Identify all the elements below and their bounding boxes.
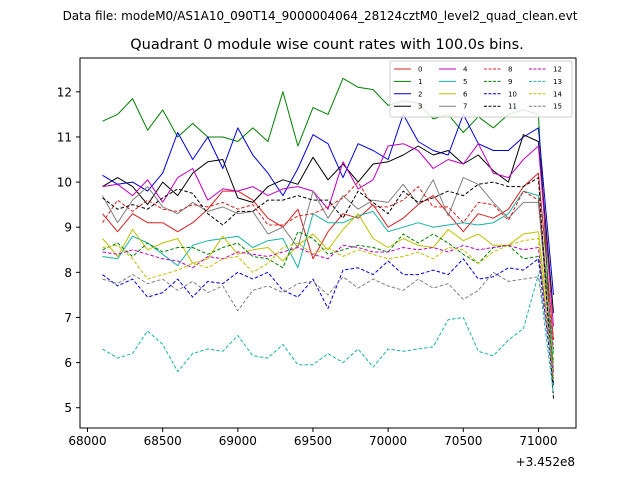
series-layer (102, 77, 554, 399)
y-tick-label: 12 (57, 85, 72, 99)
x-tick-label: 68000 (68, 434, 106, 448)
x-offset-text: +3.452e8 (516, 455, 575, 469)
x-tick-label: 70500 (444, 434, 482, 448)
legend-label-13: 13 (553, 78, 562, 86)
series-line-7 (102, 177, 554, 372)
y-tick-label: 7 (64, 311, 72, 325)
legend-label-6: 6 (463, 90, 468, 98)
legend-label-11: 11 (508, 103, 517, 111)
y-tick-label: 8 (64, 266, 72, 280)
series-line-14 (102, 238, 554, 381)
series-line-12 (102, 244, 554, 377)
series-line-6 (102, 213, 554, 363)
legend-label-10: 10 (508, 90, 517, 98)
legend-label-2: 2 (418, 90, 422, 98)
y-tick-label: 6 (64, 356, 72, 370)
legend-label-12: 12 (553, 66, 562, 74)
series-line-0 (102, 172, 554, 341)
x-tick-label: 70000 (369, 434, 407, 448)
ticks-layer: 68000 68500 69000 69500 70000 70500 71000 5 6 7 8 9… (57, 85, 558, 448)
y-tick-label: 10 (57, 176, 72, 190)
series-line-3 (102, 134, 554, 313)
legend-label-5: 5 (463, 78, 467, 86)
legend-label-0: 0 (418, 66, 422, 74)
legend-label-4: 4 (463, 66, 468, 74)
chart-title: Quadrant 0 module wise count rates with … (130, 37, 524, 53)
legend-label-7: 7 (463, 103, 467, 111)
legend-label-1: 1 (418, 78, 422, 86)
series-line-9 (102, 231, 554, 363)
series-line-2 (102, 113, 554, 295)
series-line-13 (102, 274, 554, 395)
legend-box (389, 60, 573, 118)
legend-label-9: 9 (508, 78, 512, 86)
y-tick-label: 11 (57, 130, 72, 144)
series-line-4 (102, 143, 554, 327)
x-tick-label: 71000 (519, 434, 557, 448)
series-line-10 (102, 258, 554, 386)
legend-label-3: 3 (418, 103, 422, 111)
axes-frame (79, 57, 577, 429)
x-tick-label: 69500 (294, 434, 332, 448)
y-tick-label: 5 (64, 401, 72, 415)
legend-label-8: 8 (508, 66, 512, 74)
legend-label-14: 14 (553, 90, 562, 98)
y-tick-label: 9 (64, 221, 72, 235)
series-line-11 (102, 177, 554, 399)
chart-suptitle: Data file: modeM0/AS1A10_090T14_90000040… (63, 9, 578, 23)
legend-label-15: 15 (553, 103, 562, 111)
x-tick-label: 69000 (219, 434, 257, 448)
series-line-8 (102, 181, 554, 350)
x-tick-label: 68500 (144, 434, 182, 448)
series-line-15 (102, 271, 554, 368)
series-line-5 (102, 190, 554, 354)
